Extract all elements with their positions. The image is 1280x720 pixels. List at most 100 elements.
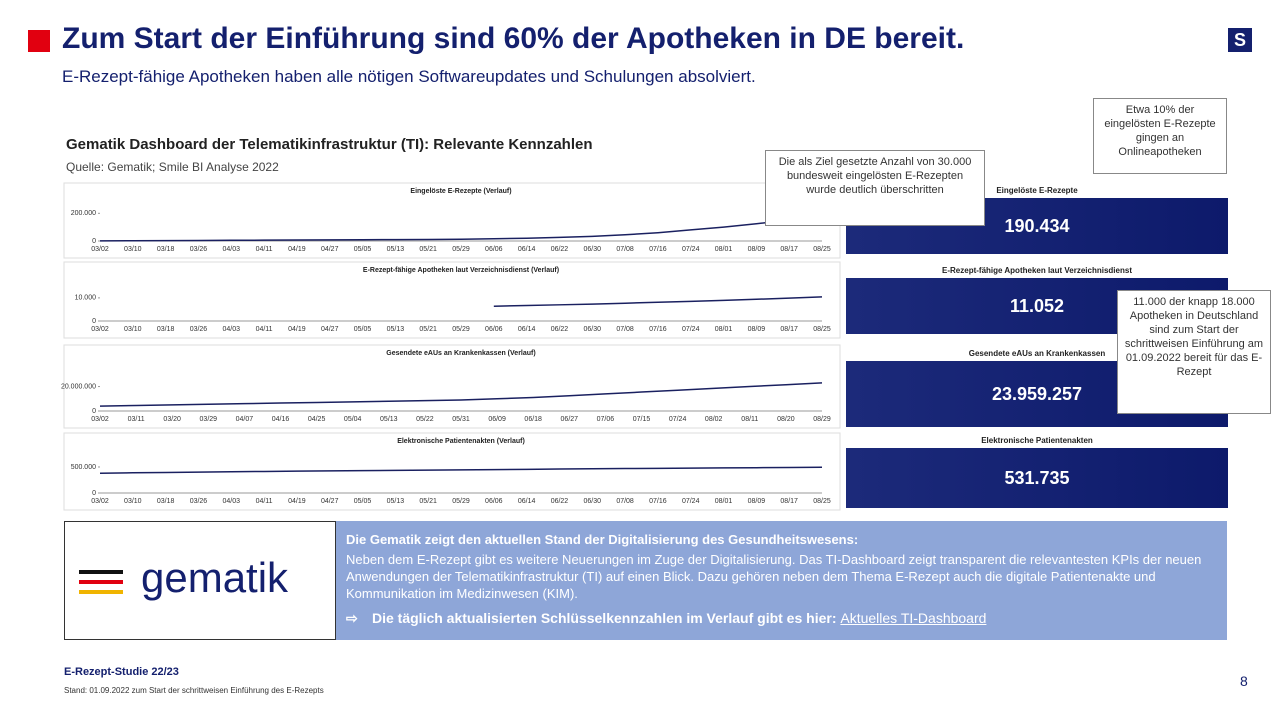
x-tick-label: 08/25	[813, 498, 831, 505]
chart-title: Elektronische Patientenakten (Verlauf)	[397, 438, 525, 445]
x-tick-label: 03/29	[200, 416, 218, 423]
x-tick-label: 05/21	[419, 246, 437, 253]
x-tick-label: 04/19	[288, 326, 306, 333]
x-tick-label: 03/26	[190, 246, 208, 253]
x-tick-label: 04/11	[256, 326, 273, 333]
page-number: 8	[1240, 673, 1248, 689]
x-tick-label: 03/18	[157, 498, 175, 505]
x-tick-label: 07/15	[633, 416, 651, 423]
y-tick-label: 20.000.000	[61, 383, 96, 390]
slide-title: Zum Start der Einführung sind 60% der Ap…	[62, 22, 965, 55]
x-tick-label: 05/05	[354, 498, 372, 505]
x-tick-label: 04/16	[272, 416, 290, 423]
link-intro: Die täglich aktualisierten Schlüsselkenn…	[372, 610, 837, 626]
x-tick-label: 05/13	[387, 326, 405, 333]
x-tick-label: 07/24	[682, 246, 700, 253]
callout: Etwa 10% der eingelösten E-Rezepte ginge…	[1093, 98, 1227, 174]
callout: 11.000 der knapp 18.000 Apotheken in Deu…	[1117, 290, 1271, 414]
x-tick-label: 07/24	[682, 326, 700, 333]
x-tick-label: 06/14	[518, 326, 536, 333]
x-tick-label: 04/03	[223, 326, 241, 333]
x-tick-label: 04/03	[223, 498, 241, 505]
logo-box: gematik	[64, 521, 336, 640]
x-tick-label: 07/08	[616, 498, 634, 505]
x-tick-label: 03/11	[128, 416, 145, 423]
x-tick-label: 08/01	[715, 246, 733, 253]
x-tick-label: 04/27	[321, 246, 339, 253]
x-tick-label: 06/22	[551, 326, 569, 333]
x-tick-label: 03/02	[91, 498, 109, 505]
y-tick-label: 0	[92, 490, 96, 497]
x-tick-label: 03/26	[190, 498, 208, 505]
x-tick-label: 03/02	[91, 246, 109, 253]
x-tick-label: 05/13	[387, 246, 405, 253]
x-tick-label: 06/30	[584, 246, 602, 253]
kpi-title: Elektronische Patientenakten	[981, 436, 1093, 445]
data-line	[493, 296, 823, 307]
x-tick-label: 06/18	[524, 416, 542, 423]
x-tick-label: 05/13	[387, 498, 405, 505]
x-tick-label: 08/01	[715, 326, 733, 333]
x-tick-label: 05/29	[452, 326, 470, 333]
x-tick-label: 08/17	[780, 498, 798, 505]
x-tick-label: 08/25	[813, 326, 831, 333]
chart-title: E-Rezept-fähige Apotheken laut Verzeichn…	[363, 267, 559, 274]
chart-title: Eingelöste E-Rezepte (Verlauf)	[410, 188, 511, 195]
x-tick-label: 08/09	[748, 246, 766, 253]
chart-panel	[63, 344, 841, 429]
x-tick-label: 05/31	[452, 416, 470, 423]
x-tick-label: 08/17	[780, 326, 798, 333]
x-tick-label: 06/06	[485, 498, 503, 505]
dashboard-link[interactable]: Aktuelles TI-Dashboard	[840, 610, 987, 626]
x-tick-label: 06/27	[561, 416, 579, 423]
x-tick-label: 07/24	[682, 498, 700, 505]
y-tick-label: 0	[92, 318, 96, 325]
x-tick-label: 07/08	[616, 326, 634, 333]
footer-note: Stand: 01.09.2022 zum Start der schrittw…	[64, 686, 324, 695]
chart-title: Gesendete eAUs an Krankenkassen (Verlauf…	[386, 350, 535, 357]
callout: Die als Ziel gesetzte Anzahl von 30.000 …	[765, 150, 985, 226]
x-tick-label: 05/21	[419, 326, 437, 333]
x-tick-label: 03/18	[157, 246, 175, 253]
x-tick-label: 04/07	[236, 416, 254, 423]
x-tick-label: 08/25	[813, 246, 831, 253]
footer-study: E-Rezept-Studie 22/23	[64, 666, 179, 678]
x-tick-label: 05/21	[419, 498, 437, 505]
slide-subtitle: E-Rezept-fähige Apotheken haben alle nöt…	[62, 67, 756, 86]
y-tick-label: 500.000	[71, 464, 96, 471]
x-tick-label: 08/09	[748, 326, 766, 333]
x-tick-label: 06/09	[488, 416, 506, 423]
x-tick-label: 08/17	[780, 246, 798, 253]
x-tick-label: 03/26	[190, 326, 208, 333]
kpi-title: E-Rezept-fähige Apotheken laut Verzeichn…	[942, 266, 1132, 275]
x-tick-label: 08/01	[715, 498, 733, 505]
data-line	[99, 382, 823, 407]
data-line	[99, 466, 823, 474]
x-tick-label: 08/09	[748, 498, 766, 505]
kpi-value: 531.735	[846, 448, 1228, 508]
x-tick-label: 06/06	[485, 246, 503, 253]
x-tick-label: 06/14	[518, 246, 536, 253]
x-tick-label: 03/10	[124, 498, 142, 505]
x-tick-label: 07/08	[616, 246, 634, 253]
chart-panel	[63, 182, 841, 259]
kpi-title: Gesendete eAUs an Krankenkassen	[968, 349, 1106, 358]
x-tick-label: 06/22	[551, 498, 569, 505]
x-tick-label: 04/19	[288, 246, 306, 253]
y-tick-label: 200.000	[71, 210, 96, 217]
x-tick-label: 03/10	[124, 246, 142, 253]
x-tick-label: 03/10	[124, 326, 142, 333]
x-tick-label: 03/20	[163, 416, 181, 423]
info-heading: Die Gematik zeigt den aktuellen Stand de…	[346, 532, 859, 547]
x-tick-label: 08/29	[813, 416, 831, 423]
x-tick-label: 04/11	[256, 246, 273, 253]
x-tick-label: 04/27	[321, 498, 339, 505]
x-tick-label: 04/11	[256, 498, 273, 505]
x-tick-label: 08/20	[777, 416, 795, 423]
gematik-logo: gematik	[141, 554, 289, 601]
x-tick-label: 05/04	[344, 416, 362, 423]
x-tick-label: 06/14	[518, 498, 536, 505]
chart-panel	[63, 261, 841, 339]
x-tick-label: 05/05	[354, 246, 372, 253]
